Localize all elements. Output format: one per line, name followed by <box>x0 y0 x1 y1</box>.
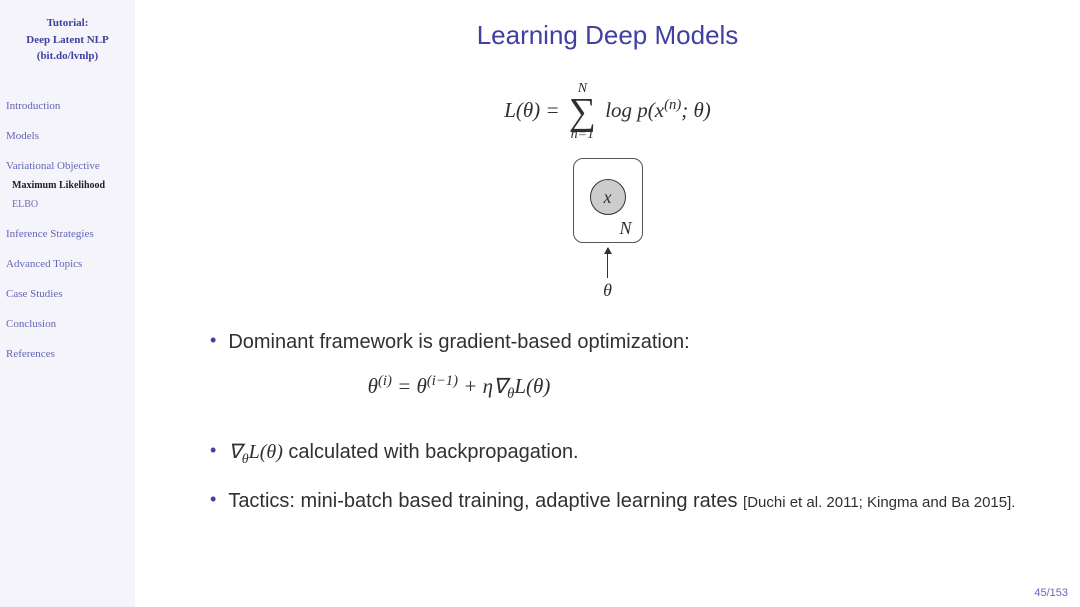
slide-title: Learning Deep Models <box>180 20 1035 51</box>
bullet-2: • ∇θL(θ) calculated with backpropagation… <box>210 436 1035 471</box>
page-number: 45/153 <box>1034 587 1068 599</box>
sidebar-item-advanced[interactable]: Advanced Topics <box>6 258 129 270</box>
sum-lower: n=1 <box>571 127 594 143</box>
sidebar-title-line: (bit.do/lvnlp) <box>6 48 129 65</box>
theta-param: θ <box>180 280 1035 301</box>
bullet-1-text: Dominant framework is gradient-based opt… <box>228 331 689 353</box>
plate-label: N <box>619 218 631 239</box>
sidebar-item-case-studies[interactable]: Case Studies <box>6 288 129 300</box>
sidebar-item-introduction[interactable]: Introduction <box>6 100 129 112</box>
equation-update: θ(i) = θ(i−1) + η∇θL(θ) <box>228 370 689 407</box>
sidebar: Tutorial: Deep Latent NLP (bit.do/lvnlp)… <box>0 0 135 607</box>
eq1-lhs: L(θ) = <box>504 98 565 122</box>
bullet-2-text: calculated with backpropagation. <box>283 441 579 463</box>
bullet-1: • Dominant framework is gradient-based o… <box>210 326 1035 422</box>
sidebar-sub-elbo[interactable]: ELBO <box>12 199 129 210</box>
sidebar-item-variational[interactable]: Variational Objective <box>6 160 129 172</box>
sigma-icon: ∑ <box>569 97 596 127</box>
sidebar-item-conclusion[interactable]: Conclusion <box>6 318 129 330</box>
bullet-1-content: Dominant framework is gradient-based opt… <box>228 326 689 422</box>
bullet-list: • Dominant framework is gradient-based o… <box>180 326 1035 517</box>
bullet-icon: • <box>210 485 216 517</box>
slide-body: Learning Deep Models L(θ) = N ∑ n=1 log … <box>135 0 1080 607</box>
sidebar-title-line: Tutorial: <box>6 15 129 32</box>
equation-likelihood: L(θ) = N ∑ n=1 log p(x(n); θ) <box>180 81 1035 143</box>
citation: [Duchi et al. 2011; Kingma and Ba 2015]. <box>743 494 1015 511</box>
bullet-icon: • <box>210 326 216 422</box>
sidebar-title: Tutorial: Deep Latent NLP (bit.do/lvnlp) <box>6 15 129 65</box>
arrow-head-icon <box>604 247 612 254</box>
bullet-3-content: Tactics: mini-batch based training, adap… <box>228 485 1015 517</box>
sidebar-item-references[interactable]: References <box>6 348 129 360</box>
eq1-rhs: log p(x(n); θ) <box>605 98 711 122</box>
sidebar-title-line: Deep Latent NLP <box>6 32 129 49</box>
sidebar-sub-maxlikelihood[interactable]: Maximum Likelihood <box>12 180 129 191</box>
summation: N ∑ n=1 <box>569 81 596 143</box>
sidebar-item-inference[interactable]: Inference Strategies <box>6 228 129 240</box>
bullet-2-content: ∇θL(θ) calculated with backpropagation. <box>228 436 578 471</box>
bullet-3: • Tactics: mini-batch based training, ad… <box>210 485 1035 517</box>
node-x: x <box>590 179 626 215</box>
arrow-line <box>607 248 608 278</box>
plate-box: x N <box>573 158 643 243</box>
bullet-icon: • <box>210 436 216 471</box>
bullet-3-text: Tactics: mini-batch based training, adap… <box>228 490 743 512</box>
graphical-model: x N θ <box>180 158 1035 301</box>
sidebar-item-models[interactable]: Models <box>6 130 129 142</box>
